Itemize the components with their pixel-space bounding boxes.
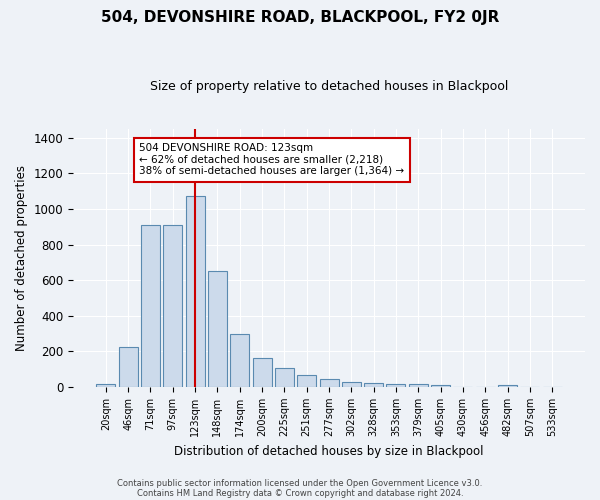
Bar: [364, 384, 383, 387]
X-axis label: Distribution of detached houses by size in Blackpool: Distribution of detached houses by size …: [174, 444, 484, 458]
Bar: [163, 224, 182, 387]
Bar: [386, 384, 406, 387]
Title: Size of property relative to detached houses in Blackpool: Size of property relative to detached ho…: [150, 80, 508, 93]
Bar: [498, 385, 517, 387]
Bar: [320, 379, 338, 387]
Bar: [230, 334, 249, 387]
Bar: [253, 358, 272, 387]
Bar: [409, 384, 428, 387]
Text: 504 DEVONSHIRE ROAD: 123sqm
← 62% of detached houses are smaller (2,218)
38% of : 504 DEVONSHIRE ROAD: 123sqm ← 62% of det…: [139, 143, 404, 176]
Bar: [185, 196, 205, 387]
Bar: [431, 385, 450, 387]
Y-axis label: Number of detached properties: Number of detached properties: [15, 165, 28, 351]
Text: Contains HM Land Registry data © Crown copyright and database right 2024.: Contains HM Land Registry data © Crown c…: [137, 488, 463, 498]
Bar: [275, 368, 294, 387]
Bar: [119, 347, 137, 387]
Bar: [297, 376, 316, 387]
Text: 504, DEVONSHIRE ROAD, BLACKPOOL, FY2 0JR: 504, DEVONSHIRE ROAD, BLACKPOOL, FY2 0JR: [101, 10, 499, 25]
Bar: [141, 224, 160, 387]
Text: Contains public sector information licensed under the Open Government Licence v3: Contains public sector information licen…: [118, 478, 482, 488]
Bar: [208, 272, 227, 387]
Bar: [342, 382, 361, 387]
Bar: [96, 384, 115, 387]
